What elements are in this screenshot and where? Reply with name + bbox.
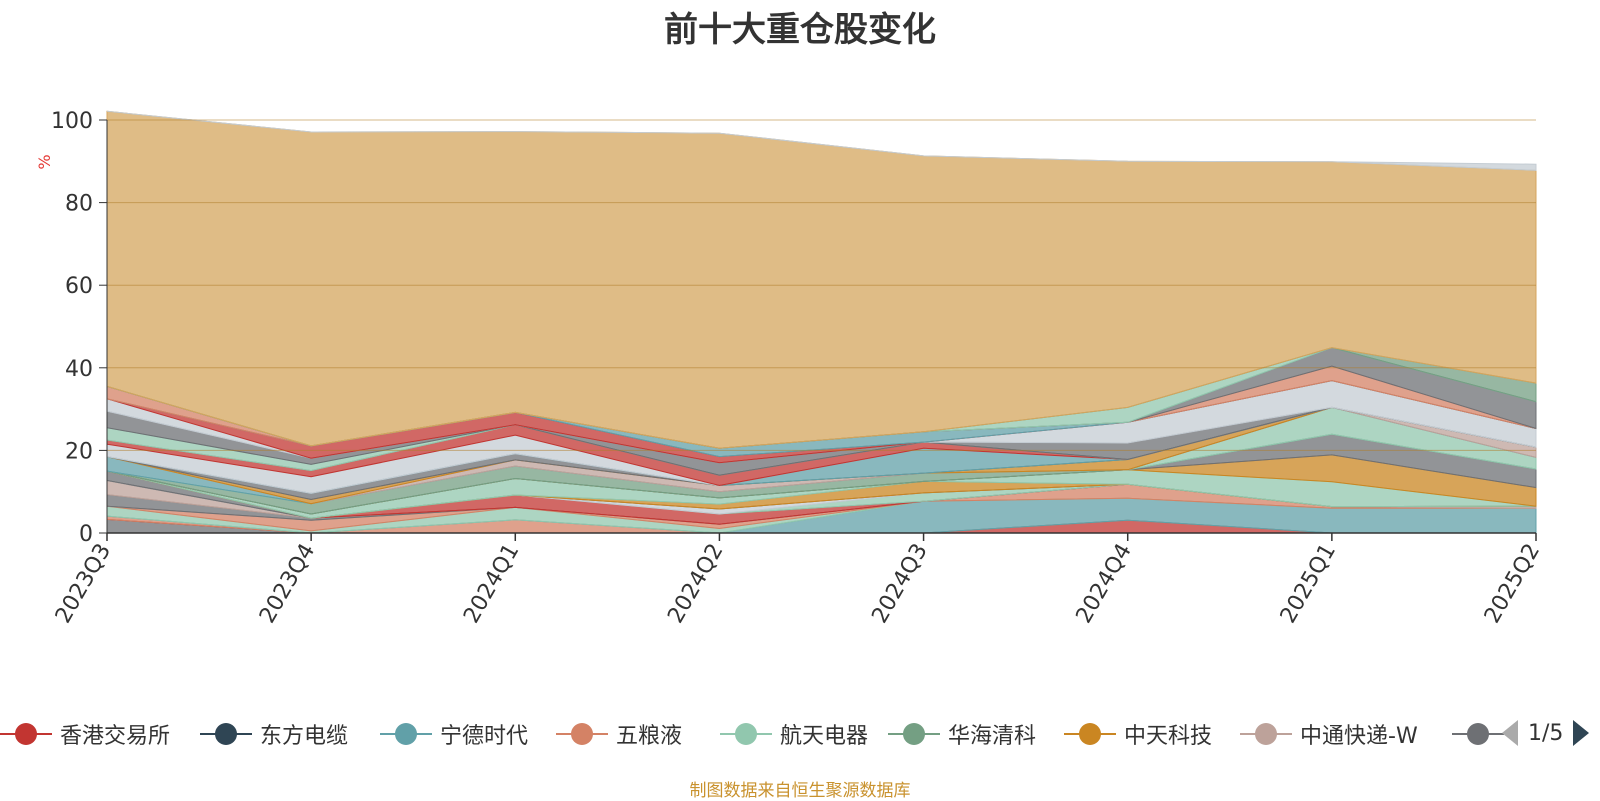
legend-marker-icon [888, 723, 940, 745]
page-indicator: 1/5 [1528, 720, 1564, 746]
legend-label: 中通快递-W [1300, 724, 1418, 749]
y-tick-label: 0 [79, 522, 93, 547]
y-tick-label: 40 [65, 357, 93, 382]
legend: 香港交易所 东方电缆 宁德时代 五粮液 航天电器 华海清科 中天科技 中通快递-W [0, 716, 1600, 752]
x-tick-label: 2024Q4 [1072, 540, 1137, 628]
legend-marker-icon [720, 723, 772, 745]
legend-item[interactable]: 航天电器 [720, 716, 868, 752]
legend-marker-icon [0, 723, 52, 745]
y-tick-label: 60 [65, 274, 93, 299]
legend-label: 中天科技 [1124, 724, 1213, 749]
area-series-group [106, 110, 1537, 534]
page-next-icon[interactable] [1571, 718, 1591, 748]
legend-item[interactable]: 五粮液 [556, 716, 682, 752]
x-tick-label: 2023Q4 [255, 540, 320, 628]
chart-title: 前十大重仓股变化 [664, 10, 936, 50]
legend-item[interactable]: 东方电缆 [200, 716, 348, 752]
legend-item[interactable]: 中天科技 [1064, 716, 1212, 752]
legend-marker-icon [1064, 723, 1116, 745]
legend-pager: 1/5 [1500, 718, 1591, 748]
legend-item[interactable]: 香港交易所 [0, 716, 170, 752]
legend-marker-icon [1452, 723, 1504, 745]
page-prev-icon[interactable] [1500, 718, 1520, 748]
x-tick-label: 2024Q3 [867, 540, 932, 628]
legend-item[interactable]: 宁德时代 [380, 716, 528, 752]
legend-marker-icon [200, 723, 252, 745]
legend-item[interactable] [1452, 716, 1504, 752]
x-tick-label: 2025Q2 [1480, 540, 1545, 628]
legend-label: 五粮液 [616, 724, 683, 749]
y-tick-label: 100 [51, 109, 93, 134]
legend-marker-icon [1240, 723, 1292, 745]
x-tick-label: 2025Q1 [1276, 540, 1341, 628]
data-source-note: 制图数据来自恒生聚源数据库 [689, 781, 911, 801]
legend-label: 宁德时代 [440, 724, 529, 749]
legend-item[interactable]: 中通快递-W [1240, 716, 1418, 752]
legend-label: 华海清科 [948, 724, 1037, 749]
y-axis-label: % [35, 154, 54, 169]
y-tick-label: 80 [65, 192, 93, 217]
legend-label: 香港交易所 [60, 724, 171, 749]
stacked-area-chart: 0 20 40 60 80 100 2023Q3 2023Q4 2024Q1 2024Q2 2024… [35, 109, 1545, 628]
x-tick-label: 2024Q1 [459, 540, 524, 628]
x-tick-label: 2023Q3 [51, 540, 116, 628]
legend-marker-icon [380, 723, 432, 745]
y-tick-label: 20 [65, 439, 93, 464]
legend-label: 东方电缆 [260, 724, 349, 749]
grid-lines [107, 119, 1536, 451]
legend-label: 航天电器 [780, 724, 869, 749]
legend-marker-icon [556, 723, 608, 745]
legend-item[interactable]: 华海清科 [888, 716, 1036, 752]
area-series-37 [106, 110, 1537, 171]
x-tick-label: 2024Q2 [663, 540, 728, 628]
